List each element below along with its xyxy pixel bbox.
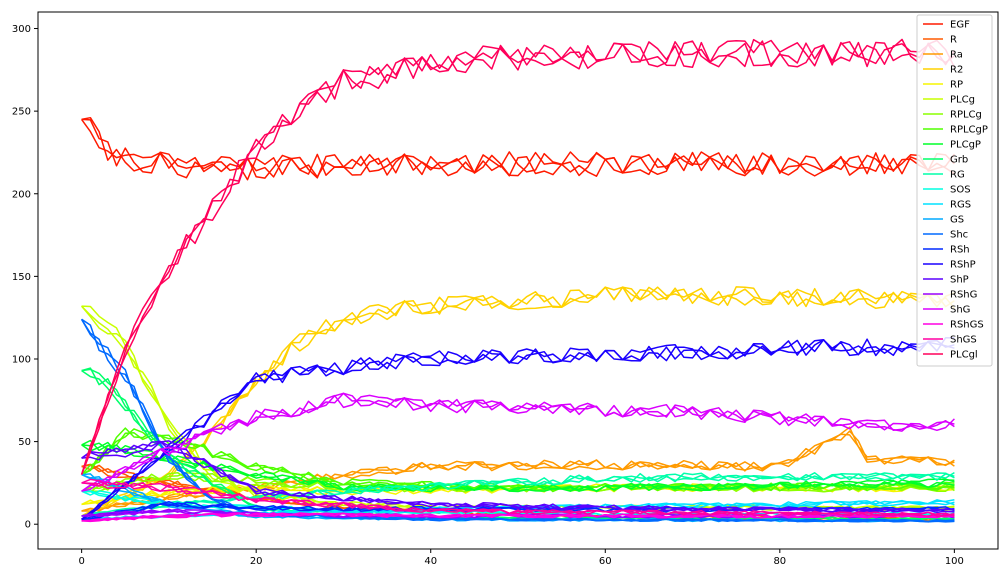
x-tick-label: 20: [250, 556, 263, 567]
series-line-rshgs: [81, 512, 955, 522]
legend-label: RP: [950, 80, 963, 91]
series-line-egf: [81, 118, 955, 178]
legend-label: R: [950, 35, 957, 46]
legend-label: PLCgP: [950, 140, 981, 151]
series-line-plcgp: [81, 441, 955, 493]
axis-ticks: 0 20 40 60 80 100 0 50 100 150 200 250 300: [12, 24, 964, 567]
y-tick-label: 100: [12, 354, 31, 365]
series-line-rshp: [81, 338, 955, 520]
x-tick-label: 0: [78, 556, 84, 567]
series-line-egf: [80, 118, 955, 179]
y-tick-label: 250: [12, 107, 31, 118]
legend-label: ShG: [950, 305, 970, 316]
series-line-rshgs: [81, 512, 955, 522]
series-lines: [80, 38, 956, 523]
series-line-plcgl: [80, 40, 955, 475]
legend-label: R2: [950, 65, 963, 76]
legend-label: ShP: [950, 275, 969, 286]
legend: EGF R Ra R2 RP PLCg RPLCg RPLCgP PLCgP Grb RG SOS RG…: [916, 14, 993, 367]
legend-label: GS: [950, 215, 964, 226]
legend-label: RShP: [950, 260, 976, 271]
y-tick-label: 300: [12, 24, 31, 35]
legend-label: RGS: [950, 200, 971, 211]
legend-label: RPLCgP: [950, 125, 988, 136]
legend-label: RPLCg: [950, 110, 982, 121]
series-line-egf: [81, 116, 956, 181]
legend-label: Grb: [950, 155, 968, 166]
series-line-shp: [81, 440, 955, 513]
legend-label: EGF: [950, 20, 970, 31]
legend-label: RSh: [950, 245, 970, 256]
legend-label: Shc: [950, 230, 968, 241]
series-line-rg: [81, 471, 955, 517]
series-line-shgs: [81, 482, 955, 517]
plot-frame: [37, 11, 999, 550]
x-tick-label: 40: [424, 556, 437, 567]
series-line-shc: [80, 318, 955, 523]
legend-label: PLCg: [950, 95, 975, 106]
legend-label: RShG: [950, 290, 977, 301]
legend-label: RG: [950, 170, 965, 181]
legend-label: SOS: [950, 185, 971, 196]
x-tick-label: 100: [945, 556, 964, 567]
y-tick-label: 200: [12, 189, 31, 200]
series-line-r2: [81, 286, 955, 517]
legend-label: Ra: [950, 50, 963, 61]
legend-label: ShGS: [950, 335, 977, 346]
x-tick-label: 60: [599, 556, 612, 567]
legend-label: PLCgl: [950, 350, 978, 361]
series-line-shg: [81, 392, 955, 492]
y-tick-label: 50: [18, 437, 31, 448]
y-tick-label: 150: [12, 272, 31, 283]
y-tick-label: 0: [25, 520, 31, 531]
legend-label: RShGS: [950, 320, 984, 331]
x-tick-label: 80: [773, 556, 786, 567]
